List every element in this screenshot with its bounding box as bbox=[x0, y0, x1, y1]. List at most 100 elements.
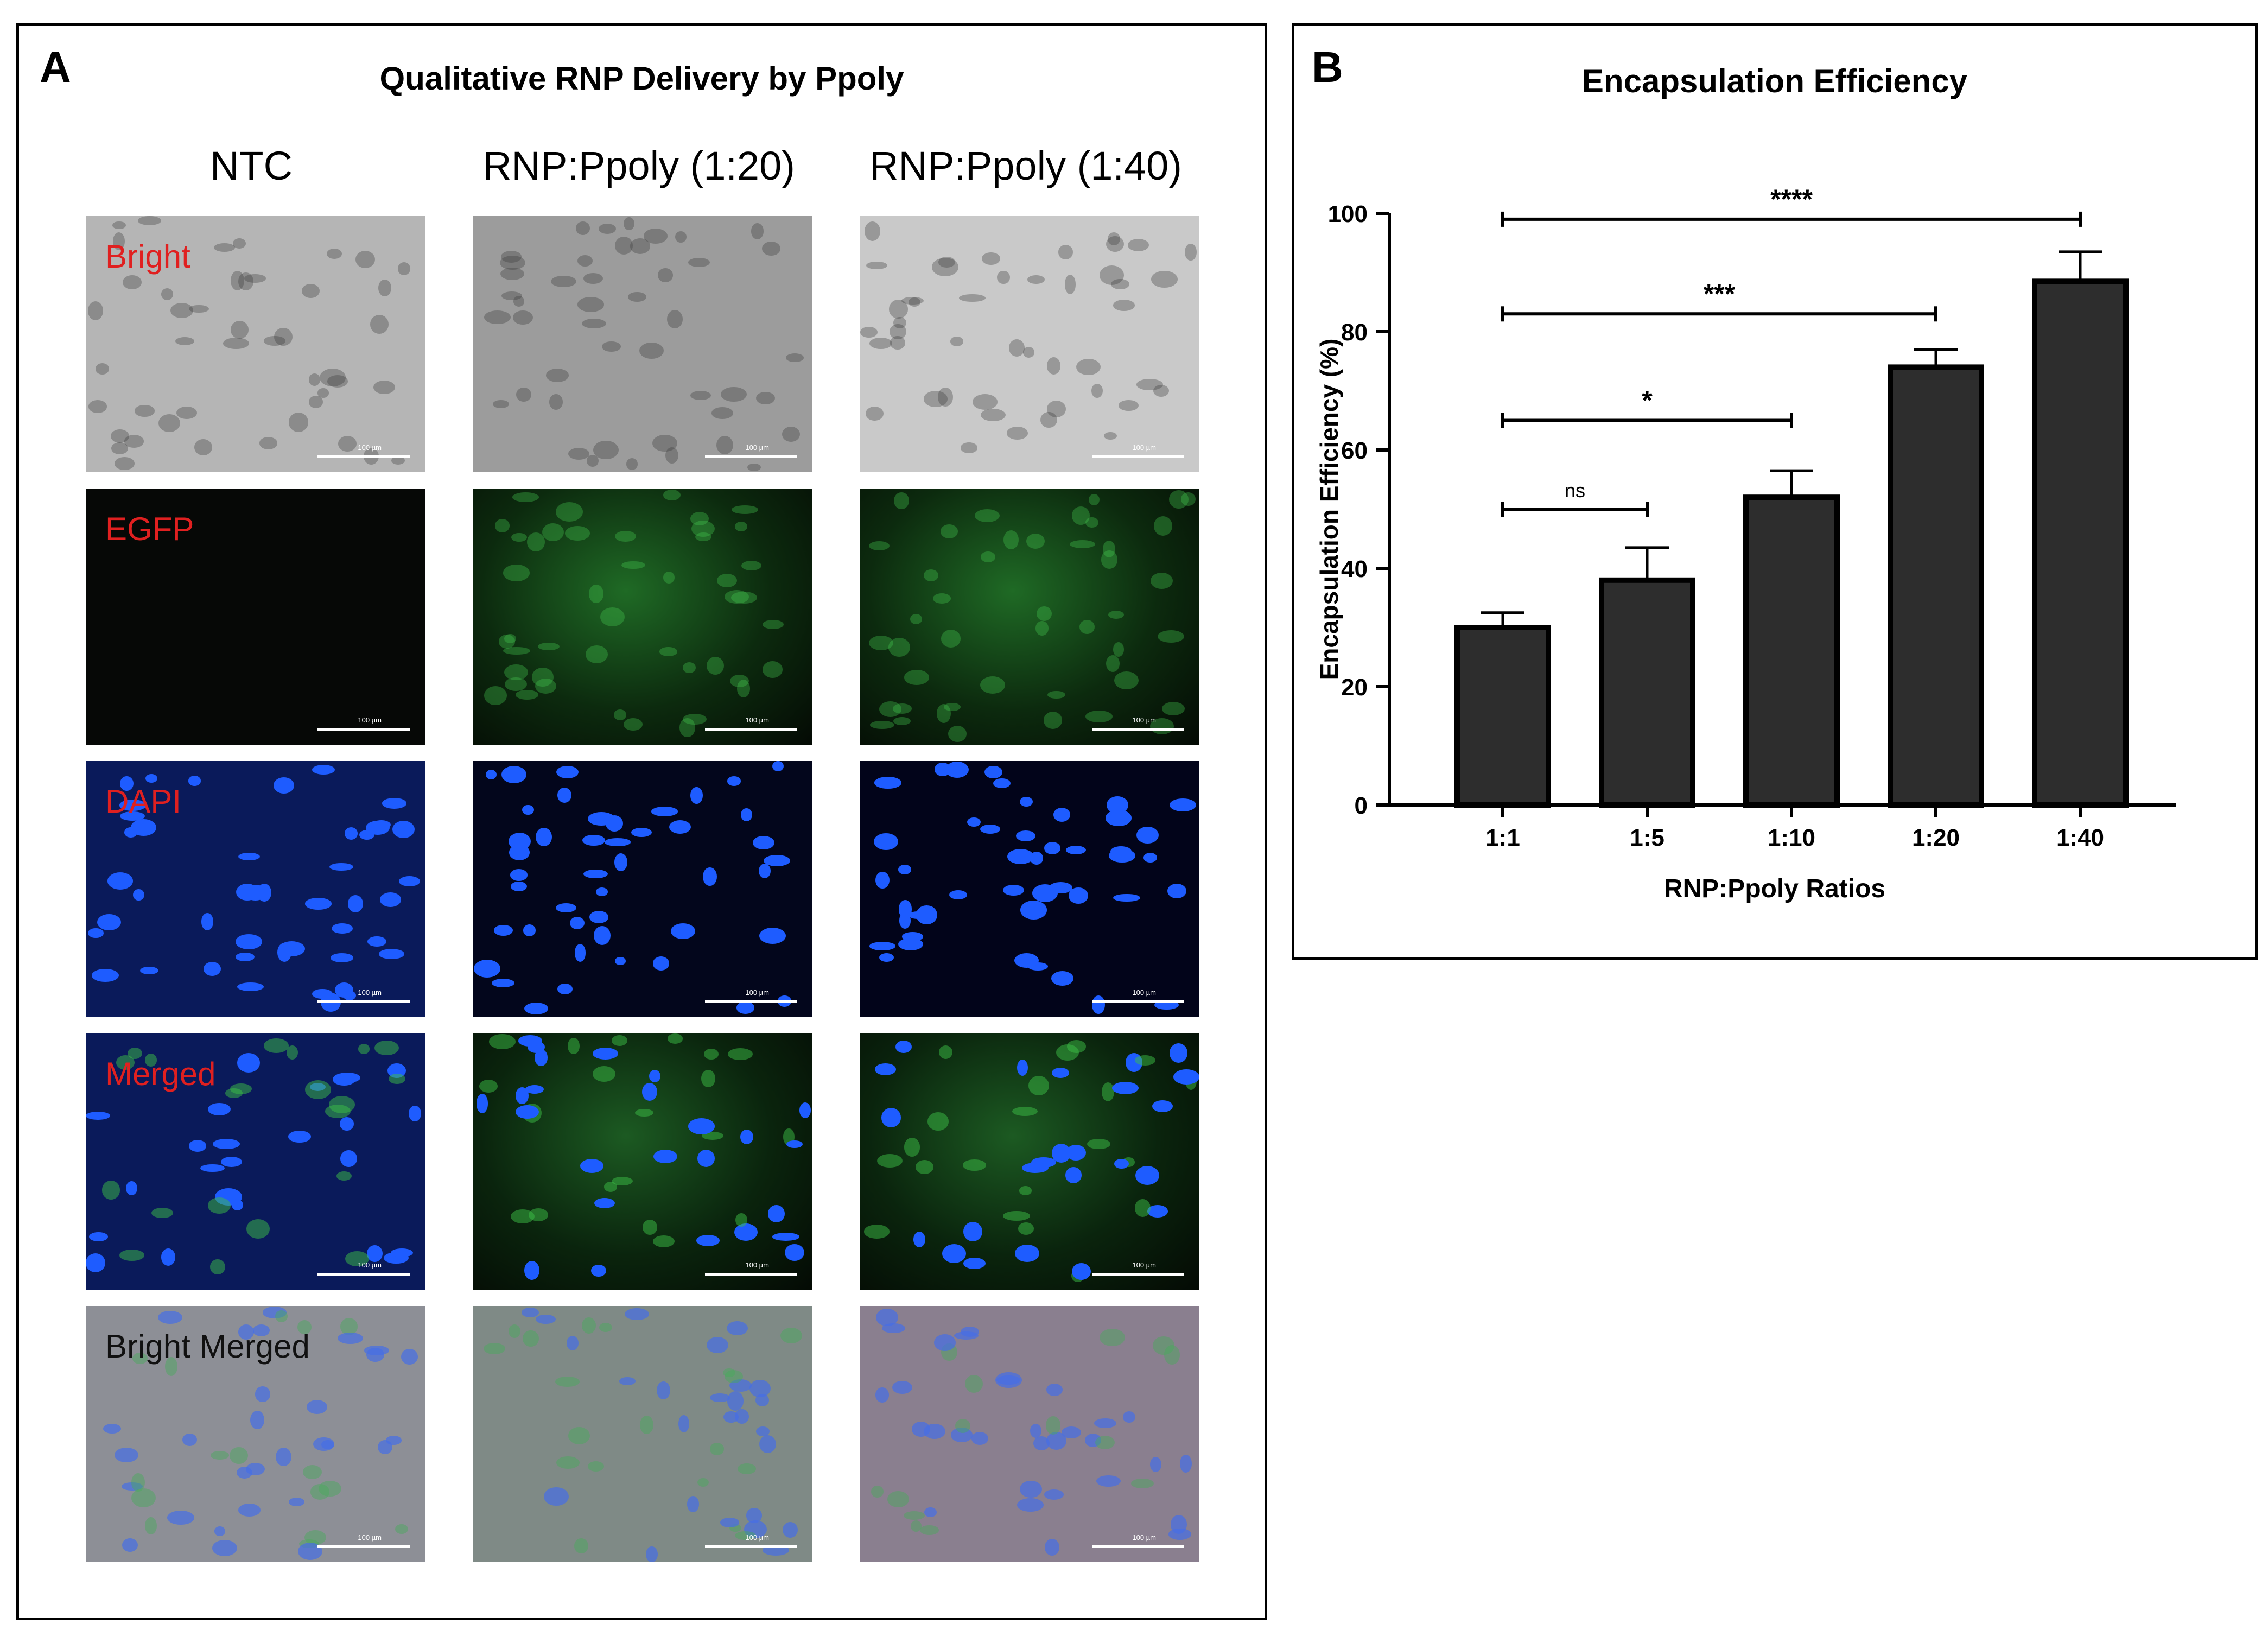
cell-blob bbox=[594, 1197, 615, 1208]
cell-blob bbox=[726, 1321, 748, 1336]
scale-bar bbox=[317, 728, 410, 731]
cell-blob bbox=[366, 1245, 383, 1262]
chart-title: Encapsulation Efficiency bbox=[1582, 63, 1968, 99]
cell-blob bbox=[521, 1307, 539, 1317]
cell-blob bbox=[1164, 1345, 1180, 1365]
cell-blob bbox=[244, 274, 266, 283]
cell-blob bbox=[643, 1220, 658, 1235]
cell-blob bbox=[938, 257, 955, 268]
cell-blob bbox=[932, 593, 951, 604]
cell-blob bbox=[913, 1231, 925, 1247]
significance-label: *** bbox=[1704, 278, 1736, 309]
cell-blob bbox=[120, 776, 134, 791]
cell-blob bbox=[114, 1448, 139, 1462]
cell-blob bbox=[1003, 530, 1019, 550]
cell-blob bbox=[1044, 1539, 1059, 1556]
cell-blob bbox=[908, 297, 921, 307]
cell-blob bbox=[1033, 1436, 1050, 1450]
cell-blob bbox=[581, 1317, 596, 1334]
cell-blob bbox=[656, 1381, 671, 1400]
cell-blob bbox=[583, 869, 608, 879]
cell-blob bbox=[624, 217, 635, 231]
cell-blob bbox=[319, 1480, 341, 1497]
cell-blob bbox=[951, 1428, 973, 1442]
cell-blob bbox=[161, 1248, 176, 1266]
cell-blob bbox=[940, 524, 958, 539]
cell-blob bbox=[877, 1154, 903, 1168]
cell-blob bbox=[515, 1105, 539, 1119]
cell-blob bbox=[1085, 517, 1099, 528]
scale-bar-label: 100 µm bbox=[1132, 1261, 1156, 1269]
cell-blob bbox=[892, 703, 912, 714]
cell-blob bbox=[678, 1415, 690, 1432]
cell-blob bbox=[649, 1069, 660, 1082]
cell-blob bbox=[259, 437, 277, 449]
scale-bar bbox=[317, 1545, 410, 1548]
cell-blob bbox=[785, 353, 804, 362]
cell-blob bbox=[734, 1223, 758, 1241]
cell-blob bbox=[1135, 1165, 1160, 1185]
cell-blob bbox=[498, 635, 515, 649]
cell-blob bbox=[981, 252, 1000, 265]
cell-blob bbox=[1047, 690, 1065, 699]
cell-blob bbox=[88, 928, 104, 939]
cell-blob bbox=[1103, 432, 1117, 440]
cell-blob bbox=[245, 1463, 265, 1476]
cell-blob bbox=[1168, 1529, 1191, 1540]
cell-blob bbox=[772, 761, 784, 772]
cell-blob bbox=[729, 1379, 752, 1392]
cell-blob bbox=[484, 686, 507, 705]
cell-blob bbox=[509, 845, 530, 860]
cell-blob bbox=[252, 1324, 270, 1336]
cell-blob bbox=[1019, 1186, 1032, 1196]
cell-blob bbox=[210, 1259, 225, 1275]
cell-blob bbox=[763, 619, 784, 629]
cell-blob bbox=[503, 565, 530, 581]
cell-blob bbox=[786, 1140, 803, 1149]
cell-blob bbox=[236, 934, 263, 949]
scale-bar-label: 100 µm bbox=[1132, 1533, 1156, 1542]
cell-blob bbox=[942, 1244, 966, 1263]
cell-blob bbox=[652, 956, 670, 971]
cell-blob bbox=[288, 1131, 312, 1143]
row-label-egfp: EGFP bbox=[105, 511, 194, 547]
cell-blob bbox=[310, 1484, 330, 1500]
cell-blob bbox=[879, 701, 902, 717]
cell-blob bbox=[535, 678, 556, 694]
cell-blob bbox=[981, 551, 996, 562]
cell-blob bbox=[263, 336, 285, 346]
cell-blob bbox=[924, 391, 948, 407]
cell-blob bbox=[308, 373, 321, 386]
cell-blob bbox=[388, 1073, 405, 1085]
cell-blob bbox=[924, 569, 938, 582]
cell-blob bbox=[614, 956, 626, 965]
cell-blob bbox=[703, 867, 717, 886]
cell-blob bbox=[665, 447, 678, 464]
cell-blob bbox=[307, 1399, 328, 1414]
scale-bar-label: 100 µm bbox=[358, 988, 382, 997]
cell-blob bbox=[536, 827, 552, 846]
cell-blob bbox=[936, 703, 951, 723]
cell-blob bbox=[687, 1495, 700, 1512]
cell-blob bbox=[494, 518, 510, 532]
cell-blob bbox=[871, 1485, 884, 1498]
cell-blob bbox=[485, 770, 497, 780]
cell-blob bbox=[518, 1035, 543, 1047]
cell-blob bbox=[326, 248, 342, 259]
scale-bar bbox=[1092, 728, 1184, 731]
cell-blob bbox=[1046, 1383, 1063, 1396]
cell-blob bbox=[515, 690, 538, 700]
cell-blob bbox=[1044, 1489, 1064, 1500]
panel-a-title: Qualitative RNP Delivery by Ppoly bbox=[379, 60, 904, 97]
cell-blob bbox=[504, 677, 527, 692]
cell-blob bbox=[231, 271, 245, 291]
cell-blob bbox=[933, 1334, 956, 1352]
cell-blob bbox=[392, 820, 415, 838]
cell-blob bbox=[772, 1232, 799, 1241]
cell-blob bbox=[599, 224, 617, 234]
cell-blob bbox=[511, 532, 527, 542]
cell-blob bbox=[869, 338, 892, 350]
cell-blob bbox=[931, 257, 958, 276]
scale-bar-label: 100 µm bbox=[358, 443, 382, 452]
cell-blob bbox=[725, 1370, 744, 1383]
